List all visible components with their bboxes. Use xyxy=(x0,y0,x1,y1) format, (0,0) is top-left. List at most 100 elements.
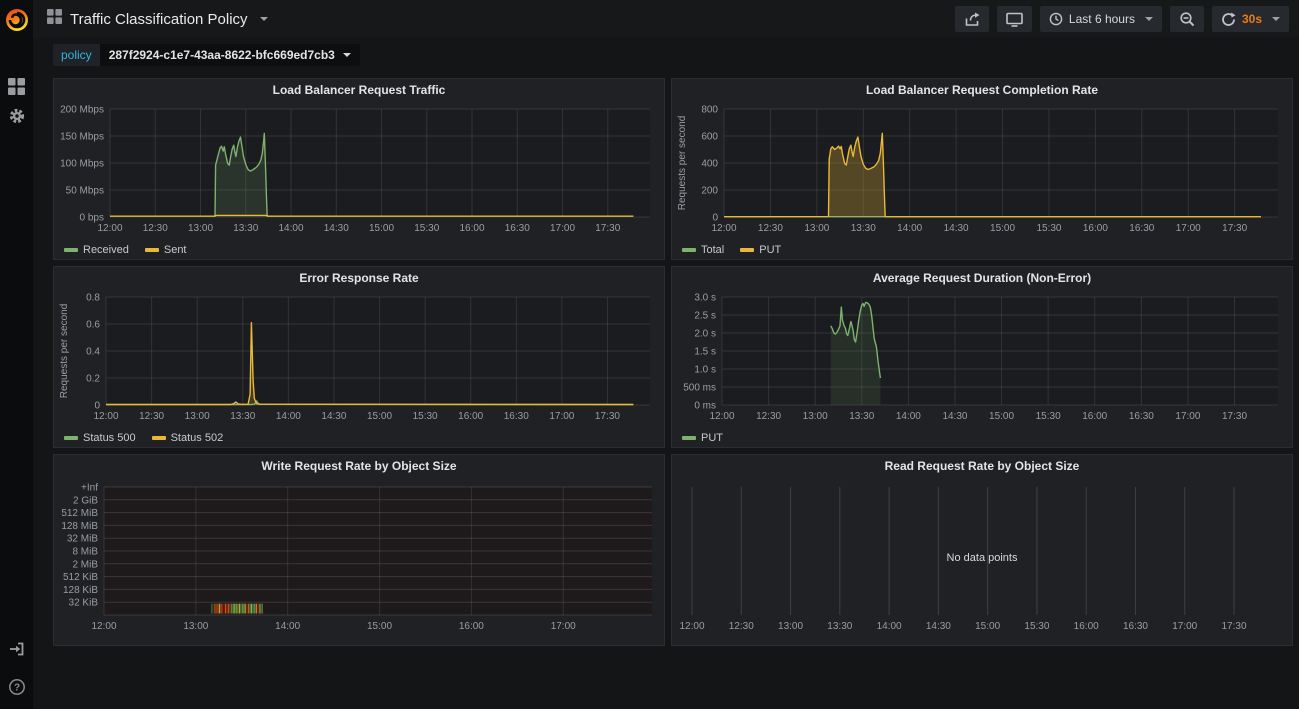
svg-text:14:30: 14:30 xyxy=(324,223,349,234)
time-range-button[interactable]: Last 6 hours xyxy=(1040,6,1162,32)
svg-text:15:00: 15:00 xyxy=(990,223,1015,234)
legend-item[interactable]: PUT xyxy=(740,244,781,256)
dashboard-grid: Load Balancer Request Traffic 12:00 12:30… xyxy=(53,78,1293,646)
zoom-out-button[interactable] xyxy=(1170,6,1204,32)
help-icon[interactable]: ? xyxy=(0,673,33,701)
chart-legend: Total PUT xyxy=(682,244,781,256)
svg-text:12:00: 12:00 xyxy=(711,223,736,234)
svg-text:2 MiB: 2 MiB xyxy=(72,559,98,570)
svg-text:100 Mbps: 100 Mbps xyxy=(60,159,104,170)
svg-text:15:30: 15:30 xyxy=(1036,411,1061,422)
svg-text:400: 400 xyxy=(701,159,718,170)
svg-text:12:30: 12:30 xyxy=(143,223,168,234)
chart-legend: Status 500 Status 502 xyxy=(64,432,223,444)
svg-text:15:00: 15:00 xyxy=(975,621,1000,632)
legend-color-dash xyxy=(740,248,754,252)
svg-text:13:30: 13:30 xyxy=(233,223,258,234)
svg-text:14:30: 14:30 xyxy=(321,411,346,422)
chart-canvas[interactable]: 12:0012:3013:0013:3014:0014:3015:0015:30… xyxy=(676,289,1288,425)
grafana-logo-icon[interactable] xyxy=(0,0,33,40)
svg-text:2.0 s: 2.0 s xyxy=(694,329,716,340)
dashboards-icon[interactable] xyxy=(0,72,33,100)
svg-text:12:00: 12:00 xyxy=(97,223,122,234)
svg-text:15:30: 15:30 xyxy=(1024,621,1049,632)
legend-color-dash xyxy=(682,436,696,440)
panel-title[interactable]: Read Request Rate by Object Size xyxy=(672,455,1292,477)
svg-text:0 ms: 0 ms xyxy=(694,401,716,412)
share-button[interactable] xyxy=(955,6,989,32)
panel-title[interactable]: Error Response Rate xyxy=(54,267,664,289)
svg-text:12:30: 12:30 xyxy=(756,411,781,422)
sign-in-icon[interactable] xyxy=(0,635,33,663)
svg-text:12:00: 12:00 xyxy=(709,411,734,422)
svg-text:17:30: 17:30 xyxy=(595,411,620,422)
svg-text:13:00: 13:00 xyxy=(185,411,210,422)
chevron-down-icon[interactable] xyxy=(260,17,268,21)
svg-text:15:00: 15:00 xyxy=(367,411,392,422)
legend-item[interactable]: Status 502 xyxy=(152,432,224,444)
svg-text:32 MiB: 32 MiB xyxy=(67,534,98,545)
svg-text:13:30: 13:30 xyxy=(851,223,876,234)
svg-text:15:00: 15:00 xyxy=(989,411,1014,422)
panel-title[interactable]: Load Balancer Request Traffic xyxy=(54,79,664,101)
svg-text:16:00: 16:00 xyxy=(1074,621,1099,632)
svg-text:50 Mbps: 50 Mbps xyxy=(66,186,104,197)
panel-title[interactable]: Load Balancer Request Completion Rate xyxy=(672,79,1292,101)
clock-icon xyxy=(1049,12,1063,26)
svg-text:16:00: 16:00 xyxy=(1082,411,1107,422)
svg-text:14:00: 14:00 xyxy=(877,621,902,632)
panel-load-balancer-request-traffic: Load Balancer Request Traffic 12:00 12:30… xyxy=(53,78,665,260)
legend-item[interactable]: Total xyxy=(682,244,724,256)
legend-item[interactable]: PUT xyxy=(682,432,723,444)
refresh-button[interactable]: 30s xyxy=(1212,6,1289,32)
chart-canvas[interactable]: 12:0013:0014:0015:0016:0017:00+Inf2 GiB5… xyxy=(58,477,660,641)
chart-canvas[interactable]: 12:0012:3013:0013:3014:0014:3015:0015:30… xyxy=(58,101,660,237)
svg-text:17:30: 17:30 xyxy=(1221,621,1246,632)
chart-canvas[interactable]: 12:0012:3013:0013:3014:0014:3015:0015:30… xyxy=(676,477,1288,641)
legend-label: Status 500 xyxy=(83,432,136,444)
svg-text:3.0 s: 3.0 s xyxy=(694,293,716,304)
panel-title[interactable]: Average Request Duration (Non-Error) xyxy=(672,267,1292,289)
refresh-icon xyxy=(1221,12,1236,27)
svg-text:13:00: 13:00 xyxy=(188,223,213,234)
legend-label: Status 502 xyxy=(171,432,224,444)
chart-canvas[interactable]: 12:0012:3013:0013:3014:0014:3015:0015:30… xyxy=(676,101,1288,237)
tv-mode-button[interactable] xyxy=(997,6,1032,32)
dashboard-icon xyxy=(47,9,62,29)
svg-text:12:30: 12:30 xyxy=(729,621,754,632)
panel-title[interactable]: Write Request Rate by Object Size xyxy=(54,455,664,477)
settings-icon[interactable] xyxy=(0,102,33,130)
legend-item[interactable]: Received xyxy=(64,244,129,256)
svg-text:12:00: 12:00 xyxy=(679,621,704,632)
grafana-app: ? Traffic Classification Policy xyxy=(0,0,1299,709)
chevron-down-icon xyxy=(343,53,351,57)
svg-text:15:30: 15:30 xyxy=(414,223,439,234)
svg-text:0.2: 0.2 xyxy=(86,374,100,385)
monitor-icon xyxy=(1006,12,1023,27)
svg-text:16:00: 16:00 xyxy=(459,621,484,632)
legend-color-dash xyxy=(64,436,78,440)
svg-text:128 MiB: 128 MiB xyxy=(61,521,98,532)
chart-canvas[interactable]: 12:0012:3013:0013:3014:0014:3015:0015:30… xyxy=(58,289,660,425)
svg-text:14:00: 14:00 xyxy=(276,411,301,422)
svg-text:17:00: 17:00 xyxy=(1172,621,1197,632)
svg-text:17:30: 17:30 xyxy=(595,223,620,234)
svg-text:Requests per second: Requests per second xyxy=(59,304,70,399)
zoom-out-icon xyxy=(1179,11,1195,27)
svg-text:?: ? xyxy=(13,683,19,694)
svg-text:2 GiB: 2 GiB xyxy=(73,495,98,506)
legend-color-dash xyxy=(145,248,159,252)
legend-item[interactable]: Sent xyxy=(145,244,187,256)
svg-text:14:00: 14:00 xyxy=(275,621,300,632)
svg-text:0.6: 0.6 xyxy=(86,320,100,331)
svg-text:13:30: 13:30 xyxy=(827,621,852,632)
svg-text:16:30: 16:30 xyxy=(1123,621,1148,632)
svg-text:0: 0 xyxy=(712,213,718,224)
svg-text:12:00: 12:00 xyxy=(91,621,116,632)
legend-item[interactable]: Status 500 xyxy=(64,432,136,444)
dashboard-title[interactable]: Traffic Classification Policy xyxy=(70,11,248,28)
legend-label: PUT xyxy=(759,244,781,256)
policy-variable-dropdown[interactable]: policy 287f2924-c1e7-43aa-8622-bfc669ed7… xyxy=(53,44,360,66)
time-range-label: Last 6 hours xyxy=(1069,12,1135,26)
chevron-down-icon xyxy=(1145,17,1153,21)
